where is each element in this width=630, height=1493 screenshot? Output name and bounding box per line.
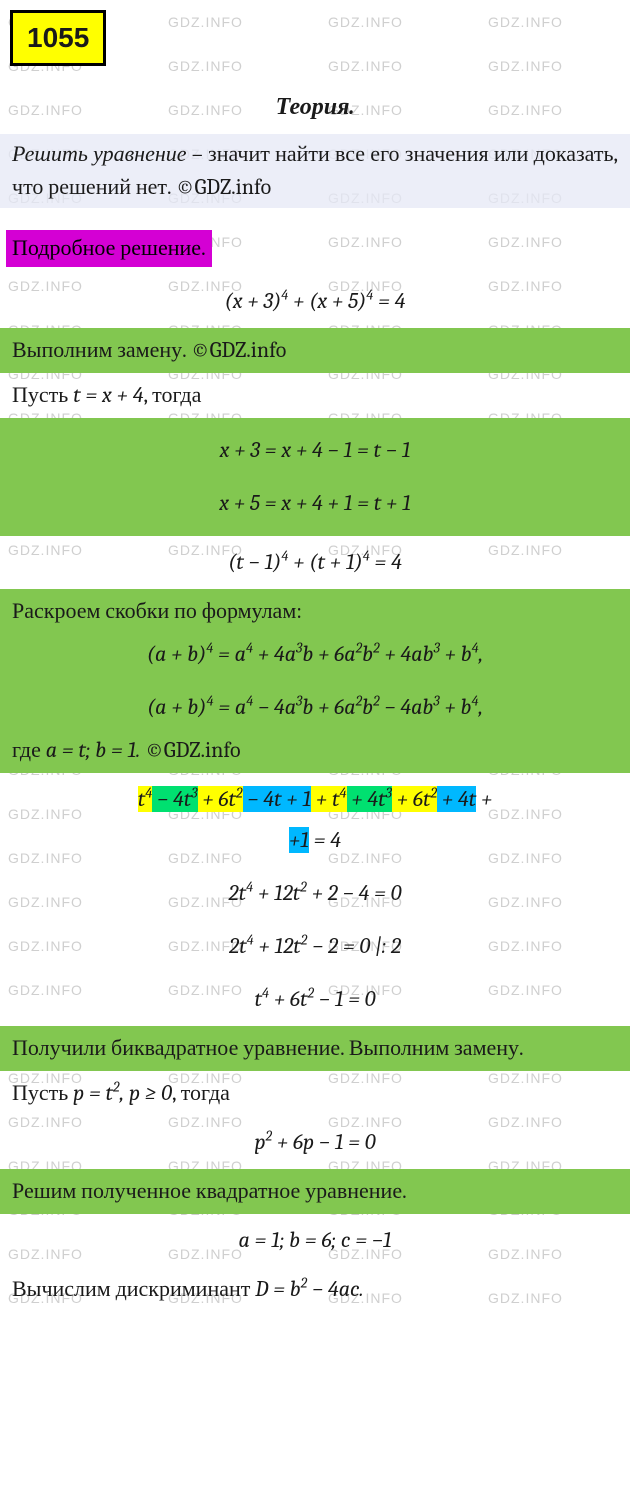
expansion-term: + (476, 786, 492, 812)
let2: Пусть p = t2, p ≥ 0, тогда (0, 1071, 630, 1116)
eq-sub-2: x + 5 = x + 4 + 1 = t + 1 (12, 477, 618, 530)
let-pre: Пусть (12, 382, 73, 408)
let2-pre: Пусть (12, 1080, 73, 1106)
discriminant-line: Вычислим дискриминант D = b2 − 4ac. (0, 1267, 630, 1312)
expansion-term: + 4t (437, 786, 476, 812)
equation-5: t4 + 6t2 − 1 = 0 (0, 973, 630, 1026)
equation-6: p2 + 6p − 1 = 0 (0, 1116, 630, 1169)
expansion-term: − 4t3 (152, 786, 197, 812)
step-let: Пусть t = x + 4, тогда (0, 373, 630, 418)
let-expr: t = x + 4 (73, 382, 143, 408)
equation-4: 2t4 + 12t2 − 2 = 0 |: 2 (0, 920, 630, 973)
theory-box: Решить уравнение – значит найти все его … (0, 134, 630, 208)
solve-quad-text: Решим полученное квадратное уравне­ние. (0, 1169, 630, 1214)
problem-number-badge: 1055 (10, 10, 106, 66)
let2-post: , тогда (172, 1080, 230, 1106)
expansion-term: + 6t2 (392, 786, 437, 812)
let2-expr: p = t2, p ≥ 0 (73, 1080, 172, 1106)
disc-expr: D = b2 − 4ac. (255, 1276, 363, 1302)
expansion-term: − 4t (243, 786, 282, 812)
sub-eqs: x + 3 = x + 4 − 1 = t − 1 x + 5 = x + 4 … (0, 418, 630, 536)
expansion-term: t4 (138, 786, 153, 812)
expand-block: Раскроем скобки по формулам: (a + b)4 = … (0, 589, 630, 773)
abc-values: a = 1; b = 6; c = −1 (0, 1214, 630, 1267)
where-pre: где (12, 737, 46, 763)
where-line: где a = t; b = 1. ©GDZ.info (12, 734, 618, 767)
long-expansion: t4 − 4t3 + 6t2 − 4t + 1 + t4 + 4t3 + 6t2… (0, 773, 630, 867)
biquad-text: Получили биквадратное уравнение. Вы­полн… (0, 1026, 630, 1071)
expand-title: Раскроем скобки по формулам: (12, 595, 618, 628)
expansion-term: + 1 (282, 786, 312, 812)
expansion-equals: = 4 (309, 827, 341, 853)
solution-label: Подробное решение. (6, 230, 212, 267)
formula-1: (a + b)4 = a4 + 4a3b + 6a2b2 + 4ab3 + b4… (12, 628, 618, 681)
theory-title: Теория. (0, 88, 630, 124)
where-post: ©GDZ.info (140, 737, 240, 763)
step-substitute: Выполним замену. ©GDZ.info (0, 328, 630, 373)
formula-2: (a + b)4 = a4 − 4a3b + 6a2b2 − 4ab3 + b4… (12, 681, 618, 734)
let-post: , тогда (143, 382, 201, 408)
equation-1: (x + 3)4 + (x + 5)4 = 4 (0, 275, 630, 328)
equation-3: 2t4 + 12t2 + 2 − 4 = 0 (0, 867, 630, 920)
disc-pre: Вычислим дискриминант (12, 1276, 255, 1302)
expansion-term: + t4 (311, 786, 346, 812)
expansion-term: + 6t2 (198, 786, 243, 812)
equation-2: (t − 1)4 + (t + 1)4 = 4 (0, 536, 630, 589)
where-expr: a = t; b = 1. (46, 737, 140, 763)
theory-term: Решить уравнение (12, 141, 187, 167)
expansion-term: + 4t3 (347, 786, 392, 812)
eq-sub-1: x + 3 = x + 4 − 1 = t − 1 (12, 424, 618, 477)
expansion-term: +1 (289, 827, 309, 853)
